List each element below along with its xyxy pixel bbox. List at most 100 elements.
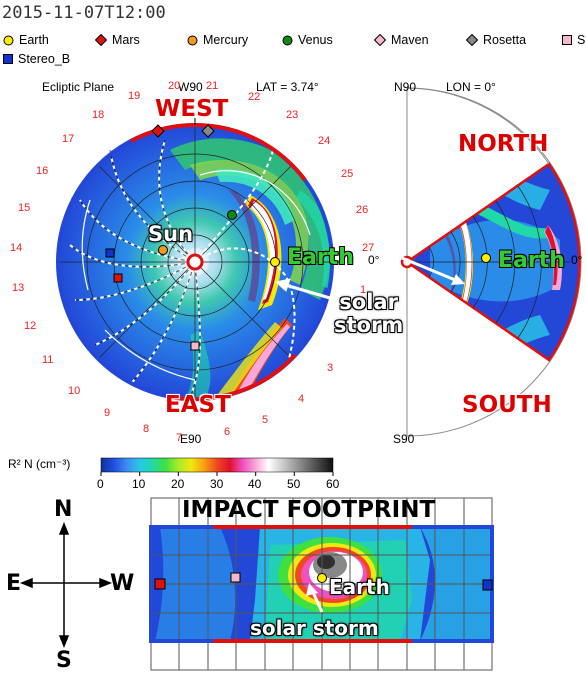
colorbar-tick: 20 — [171, 477, 185, 491]
ring-number: 11 — [42, 354, 54, 366]
ring-number: 18 — [92, 109, 105, 121]
legend-label: S — [577, 33, 586, 47]
legend-label: Stereo_B — [18, 52, 71, 66]
footprint-storm-label: solar storm — [250, 616, 379, 640]
footprint-title: IMPACT FOOTPRINT — [182, 497, 436, 523]
legend-item-earth: Earth — [3, 33, 49, 47]
impact-footprint-map — [149, 497, 494, 671]
stereo-b-marker — [105, 248, 115, 258]
earth-footprint-marker — [317, 573, 327, 583]
solar-storm-line1: solar — [339, 290, 398, 314]
mercury-marker-icon — [187, 35, 198, 45]
compass-e-label: E — [6, 571, 22, 596]
earth-label-meridional: Earth — [498, 248, 565, 273]
solar-storm-line2: storm — [334, 313, 404, 337]
legend-item-stereo-b: Stereo_B — [3, 52, 70, 66]
compass — [19, 521, 113, 649]
compass-east-arrow-icon — [19, 577, 33, 589]
mars-footprint-marker — [154, 578, 166, 590]
legend-label: Earth — [19, 33, 49, 47]
ring-number: 16 — [36, 165, 49, 177]
legend-label: Maven — [391, 33, 429, 47]
legend-item-mercury: Mercury — [187, 33, 248, 47]
compass-w-label: W — [110, 571, 135, 596]
ring-number: 9 — [104, 407, 111, 419]
ring-number: 25 — [341, 168, 354, 180]
colorbar-tick: 40 — [248, 477, 262, 491]
legend-item-venus: Venus — [282, 33, 333, 47]
stereo-a-marker — [190, 341, 200, 351]
colorbar-tick: 60 — [326, 477, 340, 491]
ring-number: 1 — [360, 284, 367, 296]
legend-label: Mercury — [203, 33, 249, 47]
legend-label: Mars — [112, 33, 140, 47]
ring-number: 22 — [248, 91, 261, 103]
colorbar-tick: 30 — [210, 477, 224, 491]
storm-arrow-footprint-icon — [306, 583, 318, 596]
legend-item-stereo-a: S — [562, 33, 585, 47]
ecliptic-lat: LAT = 3.74° — [256, 80, 319, 94]
legend-label: Rosetta — [483, 33, 527, 47]
rosetta-marker — [201, 124, 215, 138]
stereo-b-footprint-marker — [482, 579, 493, 591]
stereo-a-marker-icon — [562, 35, 572, 45]
ring-number: 12 — [24, 320, 37, 332]
venus-marker — [227, 210, 237, 220]
sun-label: Sun — [148, 222, 194, 246]
earth-marker — [270, 257, 280, 267]
ring-number: 15 — [18, 202, 31, 214]
ecliptic-title: Ecliptic Plane — [42, 80, 115, 94]
mercury-marker — [158, 245, 168, 255]
legend-label: Venus — [298, 33, 333, 47]
colorbar-tick: 10 — [132, 477, 146, 491]
compass-s-label: S — [56, 648, 72, 673]
maven-marker-icon — [374, 34, 386, 46]
ecliptic-plane — [56, 118, 340, 406]
ring-number: 5 — [262, 414, 269, 426]
legend-item-maven: Maven — [374, 33, 429, 47]
ring-number: 8 — [143, 423, 150, 435]
ring-number: 23 — [286, 109, 299, 121]
meridional-lon: LON = 0° — [446, 80, 496, 94]
rosetta-marker-icon — [466, 34, 478, 46]
meridional-top-label: N90 — [394, 80, 417, 94]
east-label: EAST — [165, 392, 231, 418]
ring-number: 21 — [206, 80, 219, 92]
maven-marker — [151, 124, 165, 138]
ring-number: 13 — [12, 282, 25, 294]
mars-marker-icon — [95, 34, 107, 46]
ecliptic-zero-label: 0° — [368, 253, 380, 267]
colorbar-tick: 50 — [287, 477, 301, 491]
ring-number: 3 — [327, 362, 334, 374]
footprint-earth-label: Earth — [329, 575, 390, 599]
ring-number: 10 — [68, 385, 81, 397]
colorbar — [100, 457, 334, 476]
ring-number: 6 — [224, 426, 231, 438]
ring-number: 7 — [176, 432, 183, 444]
west-label: WEST — [155, 96, 229, 122]
compass-west-arrow-icon — [99, 577, 113, 589]
ring-number: 17 — [62, 133, 75, 145]
storm-arrow-icon — [274, 278, 291, 292]
venus-marker-icon — [282, 35, 293, 45]
ring-number: 19 — [128, 90, 141, 102]
ring-number: 14 — [10, 242, 23, 254]
ring-number: 2 — [348, 324, 355, 336]
north-label: NORTH — [458, 131, 549, 157]
compass-south-arrow-icon — [58, 635, 70, 649]
sun-marker — [186, 253, 204, 271]
mars-marker — [113, 273, 123, 283]
earth-label-ecliptic: Earth — [287, 245, 354, 270]
storm-arrow-meridional-icon — [451, 274, 465, 285]
meridional-zero-label: 0° — [571, 253, 583, 267]
compass-north-arrow-icon — [58, 521, 70, 535]
stereo-b-marker-icon — [3, 54, 13, 64]
ring-number: 4 — [298, 393, 305, 405]
meridional-bottom-label: S90 — [393, 432, 415, 446]
ecliptic-top-label: W90 — [178, 80, 203, 94]
south-label: SOUTH — [462, 392, 552, 418]
ring-number: 20 — [168, 80, 181, 92]
earth-marker-icon — [3, 35, 14, 45]
